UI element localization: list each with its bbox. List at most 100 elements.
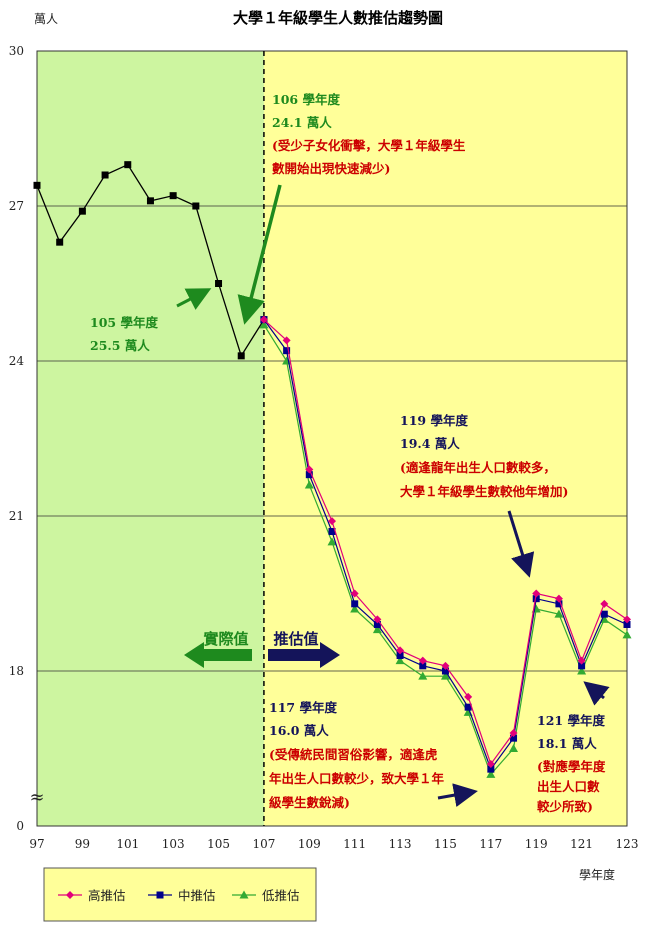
annotation-117: 117 學年度 16.0 萬人 (受傳統民間習俗影響，適逢虎 年出生人口數較少，…: [269, 700, 478, 810]
legend-marker-triangle: [239, 890, 249, 899]
series-diamond-point-120: [554, 594, 563, 603]
legend-label-diamond: 高推估: [88, 888, 126, 903]
plot-frame: [36, 50, 628, 827]
annotation-105-count: 25.5 萬人: [90, 338, 150, 353]
series-diamond-point-121: [577, 656, 586, 665]
series-triangle-point-121: [577, 666, 587, 675]
x-tick-109: 109: [298, 837, 321, 851]
x-tick-97: 97: [29, 837, 44, 851]
series-triangle-point-112: [372, 625, 382, 634]
series-triangle-point-109: [304, 480, 314, 489]
series-diamond-point-117: [486, 760, 495, 768]
actual-point-102: [146, 197, 154, 205]
y-axis-unit: 萬人: [34, 12, 58, 26]
annotation-117-note-3: 級學生數銳減): [269, 795, 350, 810]
annotation-119: 119 學年度 19.4 萬人 (適逢龍年出生人口數較多， 大學１年級學生數較他…: [400, 413, 568, 578]
x-axis-label: 學年度: [579, 867, 615, 882]
x-axis-ticks: 97 99 101 103 105 107 109 111 113 115 117 119 121 123: [29, 837, 638, 851]
x-tick-103: 103: [162, 837, 185, 851]
series-diamond-point-118: [509, 729, 518, 737]
annotation-121-year: 121 學年度: [537, 713, 605, 728]
series-layer: [33, 161, 632, 778]
annotation-106-note-2: 數開始出現快速減少): [272, 161, 390, 176]
annotation-121-count: 18.1 萬人: [537, 736, 597, 751]
actual-point-99: [78, 207, 86, 215]
annotation-106-note-1: (受少子女化衝擊，大學１年級學生: [272, 138, 466, 153]
series-square-point-114: [419, 662, 427, 670]
y-tick-27: 27: [9, 199, 24, 213]
projected-region-tag: 推估值: [268, 630, 340, 668]
actual-point-101: [124, 161, 132, 169]
series-diamond-point-111: [350, 589, 359, 598]
y-tick-0: 0: [16, 819, 24, 833]
annotation-119-note-1: (適逢龍年出生人口數較多，: [400, 460, 556, 475]
series-diamond-point-114: [418, 656, 427, 665]
x-tick-113: 113: [389, 837, 412, 851]
series-diamond-point-115: [441, 661, 450, 670]
series-square-point-110: [328, 528, 336, 535]
annotation-119-note-2: 大學１年級學生數較他年增加): [400, 484, 568, 499]
series-diamond-point-113: [396, 646, 405, 655]
series-triangle-point-118: [509, 744, 519, 752]
y-tick-30: 30: [9, 44, 24, 58]
annotation-121-arrow: [583, 681, 610, 706]
legend-marker-square: [156, 891, 164, 899]
series-square-point-117: [487, 765, 495, 773]
series-square-point-123: [623, 621, 631, 628]
annotation-119-year: 119 學年度: [400, 413, 468, 428]
x-tick-107: 107: [252, 837, 275, 851]
annotation-121: 121 學年度 18.1 萬人 (對應學年度 出生人口數 較少所致): [537, 681, 610, 814]
series-diamond-point-116: [464, 692, 473, 701]
annotation-117-count: 16.0 萬人: [269, 723, 329, 738]
series-square-point-111: [351, 600, 359, 608]
actual-region-background: [37, 51, 264, 826]
annotation-117-note-1: (受傳統民間習俗影響，適逢虎: [269, 747, 438, 762]
series-triangle-point-123: [622, 630, 632, 639]
series-triangle-point-115: [440, 671, 450, 680]
axis-break-symbol: ≈: [29, 787, 44, 808]
actual-region-tag: 實際值: [184, 630, 252, 668]
annotation-105: 105 學年度 25.5 萬人: [90, 288, 212, 353]
legend-box: [43, 867, 317, 922]
series-diamond-point-109: [305, 465, 314, 474]
annotation-119-arrow: [507, 510, 535, 578]
series-square-point-121: [578, 662, 586, 670]
annotation-121-note-2: 出生人口數: [537, 779, 600, 794]
actual-point-106: [237, 352, 245, 360]
series-square-point-113: [396, 652, 404, 659]
series-square-point-112: [373, 621, 381, 628]
series-triangle-point-111: [350, 604, 360, 613]
actual-value-label: 實際值: [203, 630, 248, 648]
x-tick-121: 121: [570, 837, 593, 851]
series-diamond-point-112: [373, 615, 382, 624]
annotation-106-year: 106 學年度: [272, 92, 340, 107]
series-square-point-115: [441, 667, 449, 675]
x-tick-105: 105: [207, 837, 230, 851]
y-tick-24: 24: [9, 354, 25, 368]
annotation-121-note-1: (對應學年度: [537, 759, 606, 774]
series-square-point-119: [532, 595, 540, 603]
actual-point-103: [169, 192, 177, 200]
series-square-point-109: [305, 471, 313, 479]
y-tick-21: 21: [9, 509, 24, 523]
legend-label-square: 中推估: [178, 888, 216, 903]
x-tick-117: 117: [479, 837, 502, 851]
series-square-point-116: [464, 703, 472, 711]
legend-label-triangle: 低推估: [262, 888, 300, 903]
y-axis-ticks: 0 18 21 24 27 30: [9, 44, 25, 833]
annotation-106-count: 24.1 萬人: [272, 115, 332, 130]
series-square-point-120: [555, 600, 563, 608]
series-square-point-108: [283, 347, 291, 355]
actual-point-98: [56, 238, 64, 246]
series-triangle-point-114: [418, 671, 428, 680]
annotation-106-arrow: [237, 184, 282, 325]
x-tick-115: 115: [434, 837, 457, 851]
series-diamond-point-119: [532, 589, 541, 598]
annotation-106: 106 學年度 24.1 萬人 (受少子女化衝擊，大學１年級學生 數開始出現快速…: [237, 92, 466, 325]
x-tick-101: 101: [116, 837, 139, 851]
annotation-121-note-3: 較少所致): [537, 799, 593, 814]
series-diamond-point-110: [328, 517, 336, 526]
annotation-117-arrow: [437, 783, 478, 807]
actual-point-100: [101, 171, 109, 179]
